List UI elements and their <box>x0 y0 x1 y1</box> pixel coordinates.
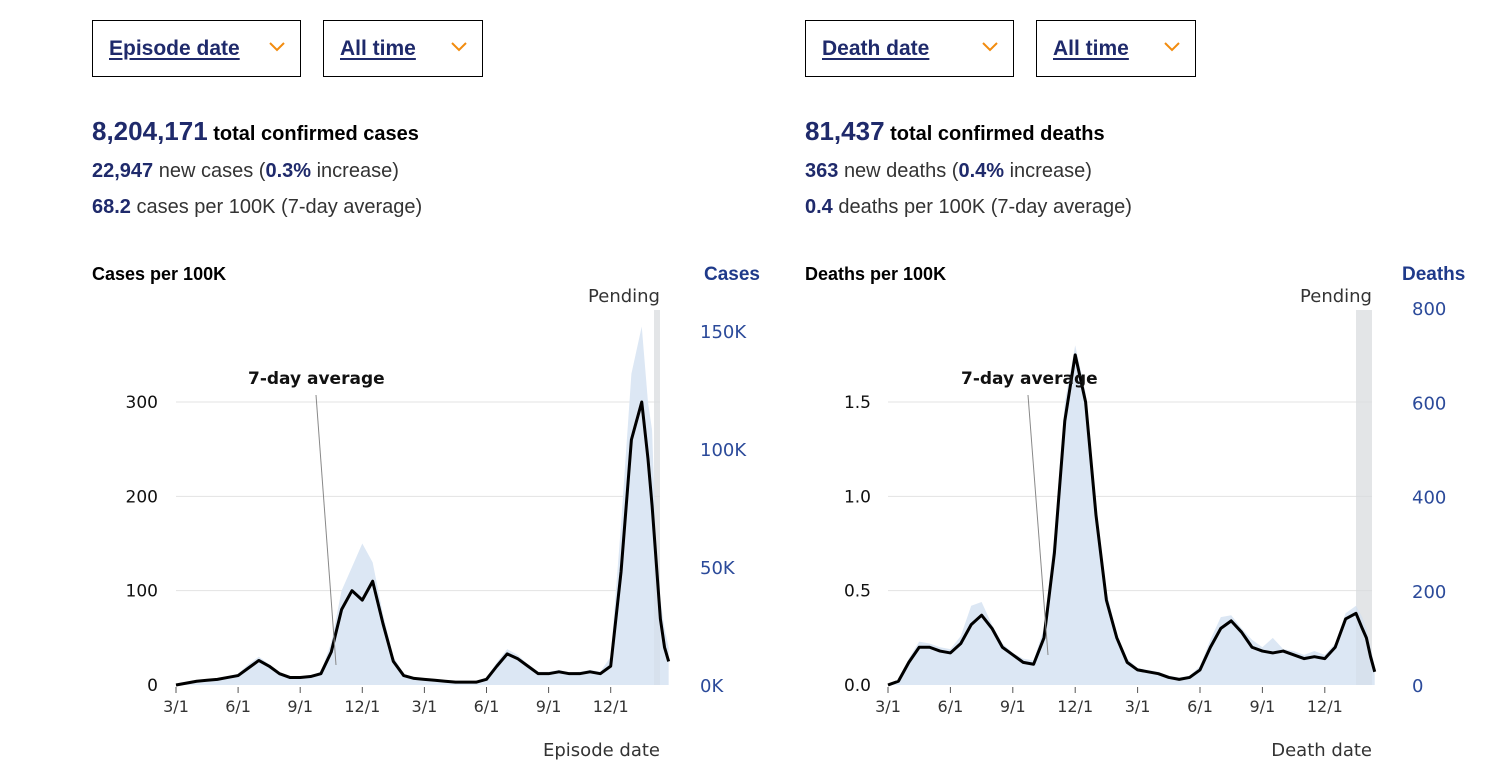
total-deaths-value: 81,437 <box>805 116 885 146</box>
x-tick-label: 12/1 <box>344 697 380 716</box>
new-deaths-text: new deaths ( <box>843 160 959 182</box>
chevron-down-icon <box>1164 42 1180 52</box>
y-tick-label-left: 1.0 <box>844 487 871 507</box>
new-cases-suffix: increase) <box>311 160 399 182</box>
time-range-dropdown[interactable]: All time <box>323 20 483 77</box>
new-cases: 22,947 new cases (0.3% increase) <box>92 153 422 189</box>
death-rate: 0.4 deaths per 100K (7-day average) <box>805 189 1132 225</box>
death-date-dropdown[interactable]: Death date <box>805 20 1014 77</box>
dropdown-label: All time <box>340 36 416 60</box>
x-tick-label: 6/1 <box>1187 697 1213 716</box>
death-rate-label: deaths per 100K (7-day average) <box>838 196 1132 218</box>
x-tick-label: 9/1 <box>1000 697 1026 716</box>
annotation-leader-line <box>315 394 337 666</box>
case-rate-value: 68.2 <box>92 196 131 218</box>
x-tick-label: 3/1 <box>412 697 438 716</box>
deaths-chart: 0.0 0.5 1.0 1.5 0 200 400 600 800 3/1 6/1 9/1 12/1 3/… <box>844 286 1446 761</box>
y-tick-label-left: 200 <box>126 487 158 507</box>
new-deaths-pct: 0.4% <box>958 160 1005 182</box>
pending-label: Pending <box>1300 286 1372 307</box>
y-tick-label-right: 0 <box>1412 676 1423 697</box>
x-tick-label: 12/1 <box>1307 697 1343 716</box>
right-axis-title: Cases <box>704 264 760 285</box>
x-tick-label: 9/1 <box>1250 697 1276 716</box>
dropdown-label: Death date <box>822 36 930 60</box>
x-tick-label: 12/1 <box>1057 697 1093 716</box>
episode-date-dropdown[interactable]: Episode date <box>92 20 301 77</box>
daily-area <box>888 345 1375 685</box>
y-tick-label-left: 0.5 <box>844 582 871 602</box>
daily-area <box>176 326 669 685</box>
pending-band <box>1356 310 1372 685</box>
pending-overlay <box>1356 310 1372 685</box>
y-tick-label-right: 600 <box>1412 393 1446 414</box>
total-cases: 8,204,171 total confirmed cases <box>92 112 422 153</box>
x-tick-label: 6/1 <box>474 697 500 716</box>
x-tick-label: 6/1 <box>938 697 964 716</box>
x-axis-title: Episode date <box>543 740 660 761</box>
y-tick-label-right: 800 <box>1412 299 1446 320</box>
annotation-leader-line <box>1027 394 1049 656</box>
y-tick-label-left: 0 <box>147 676 158 696</box>
y-tick-label-right: 0K <box>700 676 724 697</box>
x-tick-label: 9/1 <box>287 697 313 716</box>
pending-label: Pending <box>588 286 660 307</box>
y-tick-label-right: 50K <box>700 558 736 579</box>
x-axis-title: Death date <box>1271 740 1372 761</box>
right-axis-title: Deaths <box>1402 264 1466 285</box>
y-tick-label-left: 300 <box>126 393 158 413</box>
chevron-down-icon <box>982 42 998 52</box>
y-tick-label-right: 200 <box>1412 582 1446 603</box>
total-deaths-label: total confirmed deaths <box>890 123 1105 145</box>
new-cases-pct: 0.3% <box>265 160 312 182</box>
total-cases-value: 8,204,171 <box>92 116 208 146</box>
new-deaths-value: 363 <box>805 160 839 182</box>
x-tick-label: 3/1 <box>163 697 189 716</box>
case-rate-label: cases per 100K (7-day average) <box>136 196 423 218</box>
dropdown-label: Episode date <box>109 36 240 60</box>
case-rate: 68.2 cases per 100K (7-day average) <box>92 189 422 225</box>
pending-overlay <box>654 310 660 685</box>
x-tick-label: 6/1 <box>225 697 251 716</box>
x-tick-label: 3/1 <box>875 697 901 716</box>
y-tick-label-left: 100 <box>126 582 158 602</box>
new-deaths-suffix: increase) <box>1004 160 1092 182</box>
deaths-panel: Death date All time 81,437 total confirm… <box>805 0 1494 772</box>
chart-title: Deaths per 100K <box>805 264 947 284</box>
annotation-label: 7-day average <box>248 369 385 389</box>
x-tick-label: 9/1 <box>536 697 562 716</box>
time-range-dropdown[interactable]: All time <box>1036 20 1196 77</box>
new-cases-text: new cases ( <box>158 160 266 182</box>
chevron-down-icon <box>269 42 285 52</box>
annotation-label: 7-day average <box>961 369 1098 389</box>
x-tick-label: 3/1 <box>1125 697 1151 716</box>
new-cases-value: 22,947 <box>92 160 154 182</box>
seven-day-average-line <box>887 353 1377 687</box>
seven-day-average-line <box>175 400 671 687</box>
cases-stats: 8,204,171 total confirmed cases 22,947 n… <box>92 112 422 225</box>
deaths-stats: 81,437 total confirmed deaths 363 new de… <box>805 112 1132 225</box>
pending-band <box>654 310 660 685</box>
y-tick-label-left: 0.0 <box>844 676 871 696</box>
y-tick-label-right: 100K <box>700 440 747 461</box>
total-cases-label: total confirmed cases <box>213 123 419 145</box>
total-deaths: 81,437 total confirmed deaths <box>805 112 1132 153</box>
chevron-down-icon <box>451 42 467 52</box>
cases-panel: Episode date All time 8,204,171 total co… <box>92 0 792 772</box>
death-rate-value: 0.4 <box>805 196 833 218</box>
chart-title: Cases per 100K <box>92 264 227 284</box>
cases-chart: 0 100 200 300 0K 50K 100K 150K 3/1 6/1 9/1 12/1 3/1 6… <box>126 286 748 761</box>
new-deaths: 363 new deaths (0.4% increase) <box>805 153 1132 189</box>
y-tick-label-left: 1.5 <box>844 393 871 413</box>
y-tick-label-right: 150K <box>700 322 747 343</box>
y-tick-label-right: 400 <box>1412 488 1446 509</box>
dropdown-label: All time <box>1053 36 1129 60</box>
x-tick-label: 12/1 <box>593 697 629 716</box>
